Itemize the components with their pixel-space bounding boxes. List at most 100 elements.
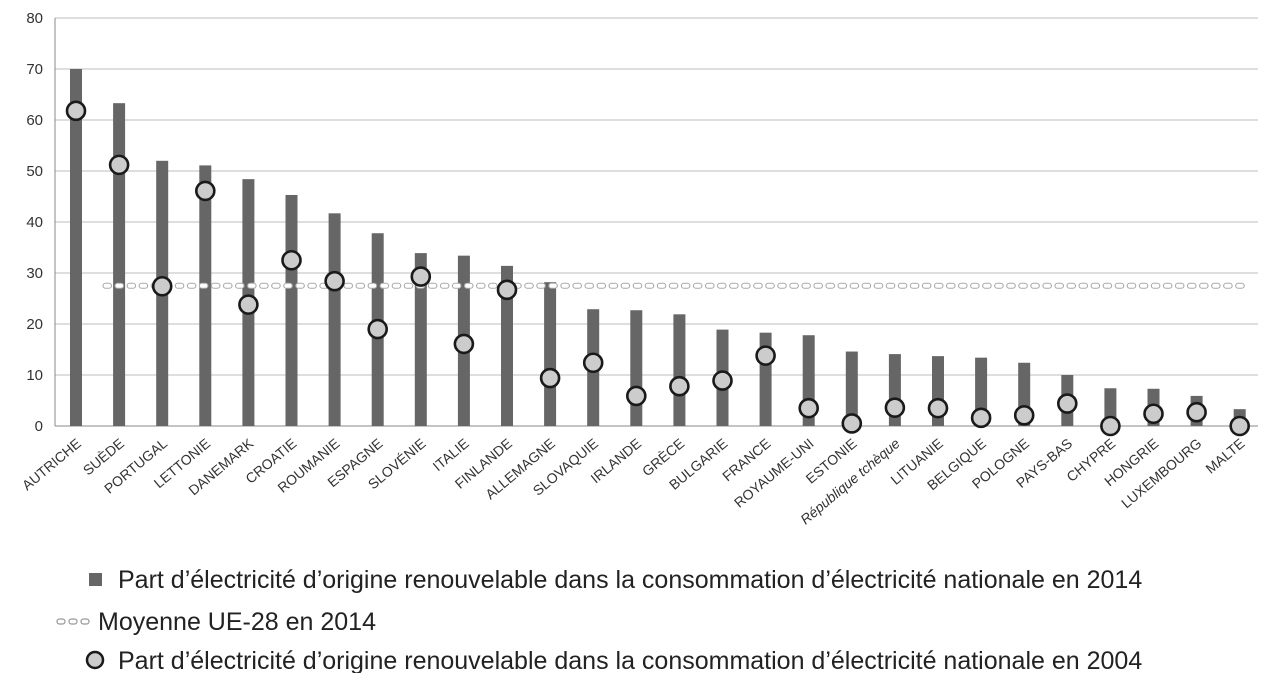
point-2004 <box>669 375 690 397</box>
legend-label-points: Part d’électricité d’origine renouvelabl… <box>118 647 1142 673</box>
point-2004 <box>755 345 776 366</box>
average-line-dash <box>994 282 1004 289</box>
average-line-dash <box>777 282 787 289</box>
bar <box>113 103 126 427</box>
average-line-dash <box>813 282 824 289</box>
average-line-dash <box>247 282 257 289</box>
average-line-dash <box>1090 282 1101 289</box>
legend-swatch-dash-2 <box>68 618 78 625</box>
y-tick-label: 80 <box>26 10 43 27</box>
average-line-dash <box>1102 282 1113 289</box>
average-line-dash <box>729 282 739 289</box>
average-line-dash <box>1114 282 1125 289</box>
y-tick-label: 0 <box>35 418 43 435</box>
point-2004 <box>65 100 87 122</box>
average-line-dash <box>765 282 775 289</box>
average-line-dash <box>656 282 667 289</box>
x-category-label: MALTE <box>1202 435 1247 477</box>
average-line-dash <box>355 282 366 289</box>
average-line-dash <box>704 282 715 289</box>
point-2004 <box>281 249 302 271</box>
average-line-dash <box>873 282 884 289</box>
average-line-dash <box>403 282 414 289</box>
average-line-dash <box>524 282 534 289</box>
average-line-dash <box>1042 282 1052 289</box>
average-line-dash <box>982 282 992 289</box>
average-line-dash <box>439 282 450 289</box>
average-line-dash <box>1030 282 1040 289</box>
y-tick-label: 60 <box>26 112 43 129</box>
average-line-dash <box>620 282 631 289</box>
average-line-dash <box>271 282 281 289</box>
average-line-dash <box>596 282 607 289</box>
point-2004 <box>884 397 906 418</box>
point-2004 <box>712 370 733 391</box>
average-line-dash <box>1199 282 1209 289</box>
legend-label-bars: Part d’électricité d’origine renouvelabl… <box>118 566 1142 594</box>
y-tick-label: 10 <box>26 367 43 384</box>
point-2004 <box>238 294 259 315</box>
bar <box>673 314 686 426</box>
legend-swatch-bar <box>89 573 102 586</box>
average-line-dash <box>1006 282 1016 289</box>
point-2004 <box>453 333 475 355</box>
x-category-label: LUXEMBOURG <box>1118 435 1205 511</box>
average-line-dash <box>1174 282 1185 289</box>
average-line-dash <box>126 282 137 289</box>
average-line-dash <box>885 282 896 289</box>
average-line-dash <box>1162 282 1173 289</box>
average-line-dash <box>463 282 474 289</box>
average-line-dash <box>222 282 233 289</box>
average-line-dash <box>548 282 558 289</box>
point-2004 <box>108 154 130 176</box>
average-line-dash <box>1138 282 1149 289</box>
point-2004 <box>841 413 863 434</box>
y-axis-tick-labels: 0 10 20 30 40 50 60 70 80 <box>26 10 43 435</box>
point-2004 <box>410 266 432 287</box>
point-2004 <box>324 270 345 292</box>
average-line-dash <box>572 282 583 289</box>
average-line-dash <box>186 282 197 289</box>
point-2004 <box>582 352 604 374</box>
average-line-dash <box>307 282 317 289</box>
average-line-dash <box>789 282 799 289</box>
average-line-dash <box>1223 282 1233 289</box>
average-line-dash <box>921 282 932 289</box>
average-line-dash <box>897 282 908 289</box>
y-tick-label: 40 <box>26 214 43 231</box>
average-line-dash <box>259 282 269 289</box>
average-line-dash <box>1066 282 1077 289</box>
bar <box>501 265 513 426</box>
point-2004 <box>1057 393 1078 414</box>
x-category-label: AUTRICHE <box>19 435 84 493</box>
bar <box>1018 362 1031 426</box>
point-2004 <box>1186 401 1207 423</box>
x-axis-category-labels: AUTRICHESUÈDEPORTUGALLETTONIEDANEMARKCRO… <box>19 435 1248 528</box>
average-line-dash <box>295 282 305 289</box>
legend-label-average: Moyenne UE-28 en 2014 <box>98 608 376 636</box>
average-line-dash <box>680 282 691 289</box>
points-2004 <box>65 100 1250 437</box>
average-line-dash <box>102 282 113 289</box>
average-line-dash <box>608 282 619 289</box>
bars-2014 <box>70 69 1246 427</box>
average-line-dash <box>1235 282 1245 289</box>
average-line-dash <box>970 282 980 289</box>
average-line-dash <box>391 282 402 289</box>
average-line-dash <box>957 282 968 289</box>
average-line-dash <box>427 282 438 289</box>
y-tick-label: 50 <box>26 163 43 180</box>
bar <box>414 253 427 426</box>
average-line-dash <box>379 282 390 289</box>
point-2004 <box>927 397 949 419</box>
point-2004 <box>1013 404 1035 426</box>
point-2004 <box>1143 403 1164 425</box>
average-line-dash <box>1150 282 1161 289</box>
bar <box>285 194 298 426</box>
average-line-dash <box>584 282 595 289</box>
average-line-dash <box>210 282 221 289</box>
average-line-dash <box>560 282 570 289</box>
average-line-dash <box>1078 282 1089 289</box>
